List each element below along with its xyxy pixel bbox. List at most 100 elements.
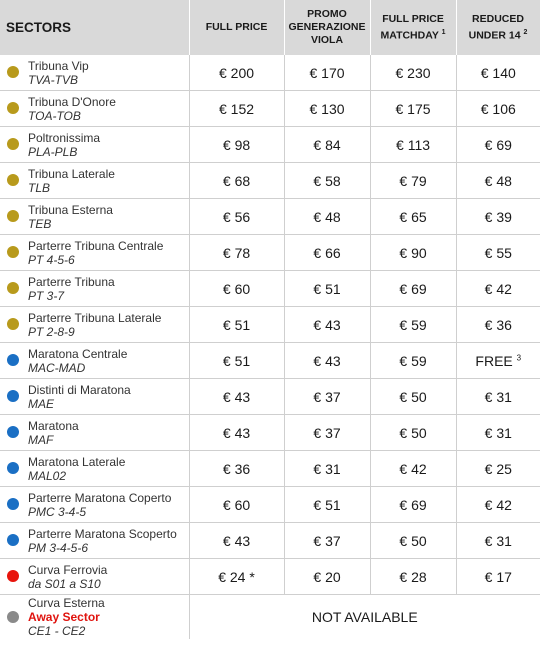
full-price-cell: € 24 *	[189, 558, 285, 595]
sector-color-dot-icon	[7, 354, 19, 367]
reduced-price-cell: € 36	[456, 306, 540, 343]
promo-price-value: € 43	[313, 316, 341, 333]
reduced-price-value: € 140	[480, 64, 516, 81]
sector-name-cell: Maratona MAF	[26, 414, 190, 451]
full-price-cell: € 43	[189, 414, 285, 451]
sector-color-cell	[0, 595, 26, 640]
matchday-price-value: € 69	[399, 280, 427, 297]
promo-price-cell: € 43	[284, 342, 371, 379]
reduced-price-value: € 17	[484, 568, 512, 585]
sector-name: Parterre Maratona Scoperto	[28, 526, 177, 541]
full-price-value: € 43	[222, 388, 251, 405]
full-price-cell: € 43	[189, 378, 285, 415]
reduced-price-cell: € 31	[456, 378, 540, 415]
sector-name-cell: Parterre Tribuna Laterale PT 2-8-9	[26, 306, 190, 343]
table-row: Maratona Centrale MAC-MAD € 51 € 43 € 59 FREE…	[0, 342, 540, 379]
sector-code: CE1 - CE2	[28, 624, 86, 638]
sector-color-cell	[0, 126, 26, 163]
full-price-cell: € 98	[189, 126, 285, 163]
sector-code: TEB	[28, 216, 52, 231]
reduced-price-cell: € 69	[456, 126, 540, 163]
sector-name: Tribuna Vip	[28, 58, 89, 73]
promo-header-line-1: PROMO	[307, 8, 347, 20]
reduced-price-value: € 39	[484, 208, 512, 225]
reduced-price-cell: € 17	[456, 558, 540, 595]
table-row: Parterre Maratona Scoperto PM 3-4-5-6 € 43…	[0, 522, 540, 559]
full-price-cell: € 152	[189, 90, 285, 127]
sector-color-dot-icon	[7, 210, 19, 223]
full-price-cell: € 60	[189, 486, 285, 523]
sector-name-cell: Distinti di Maratona MAE	[26, 378, 190, 415]
sector-code: PLA-PLB	[28, 144, 78, 159]
table-row: Parterre Tribuna PT 3-7 € 60 € 51 € 69 € 42	[0, 270, 540, 307]
sector-color-dot-icon	[7, 102, 19, 115]
promo-price-cell: € 58	[284, 162, 371, 199]
full-price-cell: € 60	[189, 270, 285, 307]
promo-price-value: € 170	[309, 64, 345, 81]
sector-name-cell: Tribuna Vip TVA-TVB	[26, 55, 190, 91]
matchday-price-value: € 90	[399, 244, 427, 261]
table-row: Tribuna D'Onore TOA-TOB € 152 € 130 € 175 € 1…	[0, 90, 540, 127]
sector-code: TVA-TVB	[28, 72, 79, 87]
matchday-price-cell: € 113	[370, 126, 457, 163]
table-row: Parterre Maratona Coperto PMC 3-4-5 € 60 € …	[0, 486, 540, 523]
reduced-price-cell: € 31	[456, 414, 540, 451]
sector-color-dot-icon	[7, 570, 19, 583]
promo-price-value: € 31	[313, 460, 341, 477]
reduced-price-cell: € 106	[456, 90, 540, 127]
sector-name: Maratona Laterale	[28, 454, 126, 469]
promo-price-cell: € 43	[284, 306, 371, 343]
sector-name-cell: Parterre Maratona Coperto PMC 3-4-5	[26, 486, 190, 523]
table-row: Distinti di Maratona MAE € 43 € 37 € 50 € 31	[0, 378, 540, 415]
full-price-value: € 60	[222, 496, 251, 513]
reduced-price-cell: € 25	[456, 450, 540, 487]
reduced-price-value: € 55	[484, 244, 512, 261]
promo-price-cell: € 66	[284, 234, 371, 271]
full-price-value: € 98	[222, 136, 251, 153]
promo-header-line-2: GENERAZIONE	[288, 21, 366, 33]
reduced-header: REDUCED UNDER 14 2	[456, 0, 540, 55]
matchday-price-cell: € 59	[370, 342, 457, 379]
sector-code: MAF	[28, 432, 54, 447]
reduced-price-cell: FREE 3	[456, 342, 540, 379]
sector-color-dot-icon	[7, 534, 19, 547]
matchday-price-value: € 59	[399, 352, 427, 369]
sector-code: PMC 3-4-5	[28, 504, 87, 519]
matchday-price-cell: € 230	[370, 55, 457, 91]
promo-price-value: € 37	[313, 532, 341, 549]
matchday-header: FULL PRICE MATCHDAY 1	[370, 0, 457, 55]
full-price-value: € 36	[222, 460, 251, 477]
sector-code: PT 3-7	[28, 288, 65, 303]
full-price-cell: € 56	[189, 198, 285, 235]
sector-color-dot-icon	[7, 138, 19, 151]
sector-color-dot-icon	[7, 318, 19, 331]
sector-color-cell	[0, 55, 26, 91]
reduced-price-cell: € 31	[456, 522, 540, 559]
sector-color-cell	[0, 522, 26, 559]
table-row: Maratona Laterale MAL02 € 36 € 31 € 42 € 25	[0, 450, 540, 487]
table-row: Tribuna Laterale TLB € 68 € 58 € 79 € 48	[0, 162, 540, 199]
full-price-value: € 152	[218, 100, 255, 117]
sector-code: MAL02	[28, 468, 67, 483]
sector-color-dot-icon	[7, 498, 19, 511]
sector-color-dot-icon	[7, 246, 19, 259]
reduced-header-line-2: UNDER 14	[468, 29, 521, 42]
full-price-header: FULL PRICE	[189, 0, 285, 55]
matchday-price-cell: € 79	[370, 162, 457, 199]
sector-color-cell	[0, 414, 26, 451]
matchday-price-value: € 59	[399, 316, 427, 333]
sector-name-cell: Curva Ferrovia da S01 a S10	[26, 558, 190, 595]
sector-code: da S01 a S10	[28, 576, 101, 591]
matchday-price-cell: € 50	[370, 414, 457, 451]
table-row: Tribuna Vip TVA-TVB € 200 € 170 € 230 € 140	[0, 55, 540, 91]
promo-header: PROMO GENERAZIONE VIOLA	[284, 0, 371, 55]
sector-name-cell: Tribuna Laterale TLB	[26, 162, 190, 199]
sector-name-cell: Tribuna Esterna TEB	[26, 198, 190, 235]
full-price-cell: € 51	[189, 306, 285, 343]
sector-color-dot-icon	[7, 610, 19, 623]
matchday-price-cell: € 65	[370, 198, 457, 235]
promo-price-value: € 51	[313, 280, 341, 297]
full-price-value: € 60	[222, 280, 251, 297]
reduced-price-value: € 106	[480, 100, 516, 117]
matchday-price-value: € 79	[399, 172, 427, 189]
